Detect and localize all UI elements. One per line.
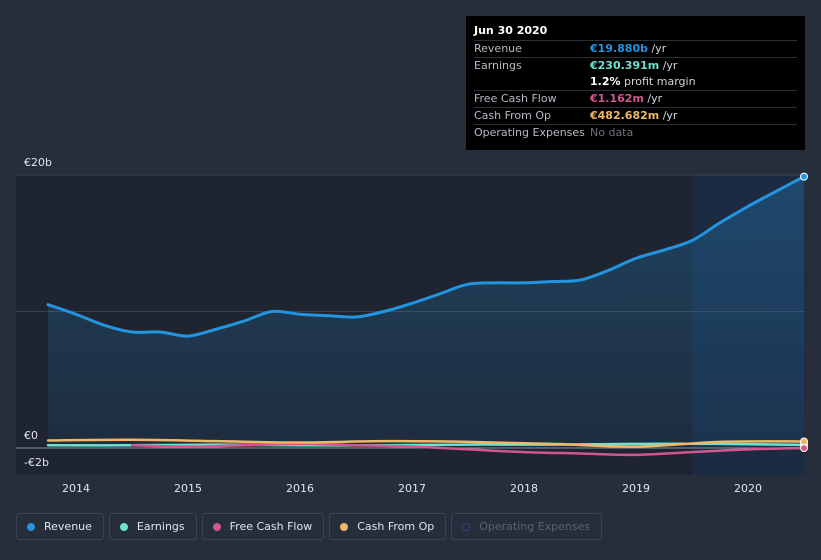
tooltip-row-value: €230.391m /yr	[590, 59, 678, 72]
x-tick-label: 2018	[510, 482, 538, 495]
series-line-revenue	[46, 175, 806, 338]
tooltip-row-label: Free Cash Flow	[474, 92, 557, 105]
series-end-marker-cash-from-op	[800, 437, 808, 446]
legend-label: Cash From Op	[357, 520, 435, 533]
tooltip-row: Cash From Op €482.682m /yr	[474, 107, 797, 124]
tooltip-row: 1.2% profit margin	[474, 74, 797, 90]
tooltip-date: Jun 30 2020	[474, 24, 548, 37]
x-tick-label: 2019	[622, 482, 650, 495]
series-end-marker-revenue	[800, 172, 808, 181]
series-area-revenue	[48, 176, 804, 448]
legend-item-free-cash-flow[interactable]: Free Cash Flow	[201, 513, 325, 540]
tooltip-row-value: €19.880b /yr	[590, 42, 667, 55]
tooltip-row-label	[474, 74, 590, 90]
legend-dot-icon	[462, 522, 471, 531]
tooltip-row-value: €1.162m /yr	[590, 92, 663, 105]
tooltip-row-label: Revenue	[474, 42, 522, 55]
tooltip-row: Earnings €230.391m /yr	[474, 57, 797, 74]
legend-label: Free Cash Flow	[229, 520, 313, 533]
legend-dot-icon	[212, 522, 221, 531]
legend-dot-icon	[27, 522, 35, 531]
tooltip-row-label: Earnings	[474, 59, 522, 72]
legend-item-operating-expenses[interactable]: Operating Expenses	[451, 513, 603, 540]
tooltip-row-label: Operating Expenses	[474, 126, 585, 139]
series-end-marker-free-cash-flow	[800, 444, 808, 452]
x-tick-label: 2014	[62, 482, 90, 495]
tooltip-row-label: Cash From Op	[474, 109, 552, 122]
x-tick-label: 2015	[174, 482, 202, 495]
tooltip-row: Operating Expenses No data	[474, 124, 797, 141]
legend-dot-icon	[340, 522, 349, 531]
legend: Revenue Earnings Free Cash Flow Cash From O…	[16, 513, 603, 540]
legend-label: Earnings	[136, 520, 185, 533]
legend-item-cash-from-op[interactable]: Cash From Op	[329, 513, 447, 540]
y-axis-label: €20b	[24, 156, 52, 169]
legend-label: Operating Expenses	[479, 520, 591, 533]
legend-dot-icon	[119, 522, 128, 531]
series-line-free-cash-flow	[130, 442, 806, 457]
x-tick-label: 2017	[398, 482, 426, 495]
legend-item-revenue[interactable]: Revenue	[16, 513, 104, 540]
y-axis-label: -€2b	[24, 456, 49, 469]
legend-item-earnings[interactable]: Earnings	[108, 513, 197, 540]
tooltip-row: Revenue €19.880b /yr	[474, 40, 797, 57]
y-axis-label: €0	[24, 429, 38, 442]
legend-label: Revenue	[44, 520, 92, 533]
tooltip-row-value: €482.682m /yr	[590, 109, 678, 122]
tooltip: Jun 30 2020 Revenue €19.880b /yr Earnings €…	[466, 16, 805, 150]
x-tick-label: 2020	[734, 482, 762, 495]
tooltip-row-value: No data	[590, 126, 634, 139]
tooltip-row-value: 1.2% profit margin	[590, 75, 696, 88]
x-tick-label: 2016	[286, 482, 314, 495]
tooltip-row: Free Cash Flow €1.162m /yr	[474, 90, 797, 107]
series-line-cash-from-op	[46, 438, 806, 448]
